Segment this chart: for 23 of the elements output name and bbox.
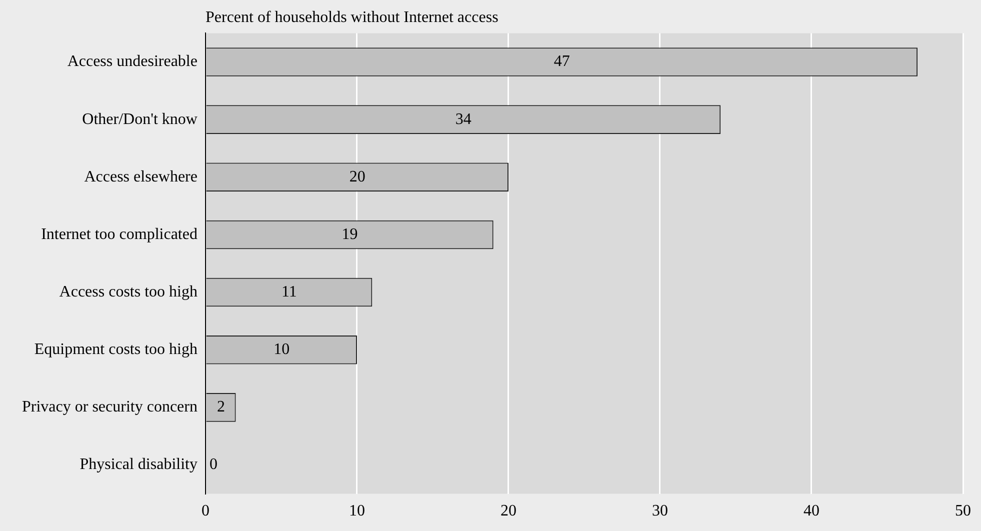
data-label: 34 <box>455 110 472 128</box>
x-tick-label: 40 <box>803 502 820 520</box>
data-label: 20 <box>349 168 366 186</box>
x-tick-label: 20 <box>500 502 516 520</box>
data-label: 11 <box>281 283 297 300</box>
y-tick-label: Equipment costs too high <box>34 341 198 358</box>
data-label: 19 <box>342 226 358 243</box>
y-tick-label: Internet too complicated <box>41 226 198 243</box>
y-tick-label: Privacy or security concern <box>22 398 198 416</box>
y-tick-label: Other/Don't know <box>82 110 198 128</box>
x-tick-label: 10 <box>348 502 365 520</box>
y-tick-label: Access undesireable <box>67 53 198 70</box>
data-label: 2 <box>217 398 226 416</box>
x-tick-label: 30 <box>652 502 668 520</box>
x-tick-label: 0 <box>201 502 210 520</box>
y-tick-label: Access costs too high <box>59 283 198 300</box>
y-tick-label: Physical disability <box>80 456 198 474</box>
y-tick-label: Access elsewhere <box>84 168 198 186</box>
data-label: 10 <box>274 341 290 358</box>
x-tick-label: 50 <box>955 502 971 520</box>
data-label: 0 <box>209 456 218 474</box>
data-label: 47 <box>554 53 570 70</box>
chart-title: Percent of households without Internet access <box>205 8 498 26</box>
